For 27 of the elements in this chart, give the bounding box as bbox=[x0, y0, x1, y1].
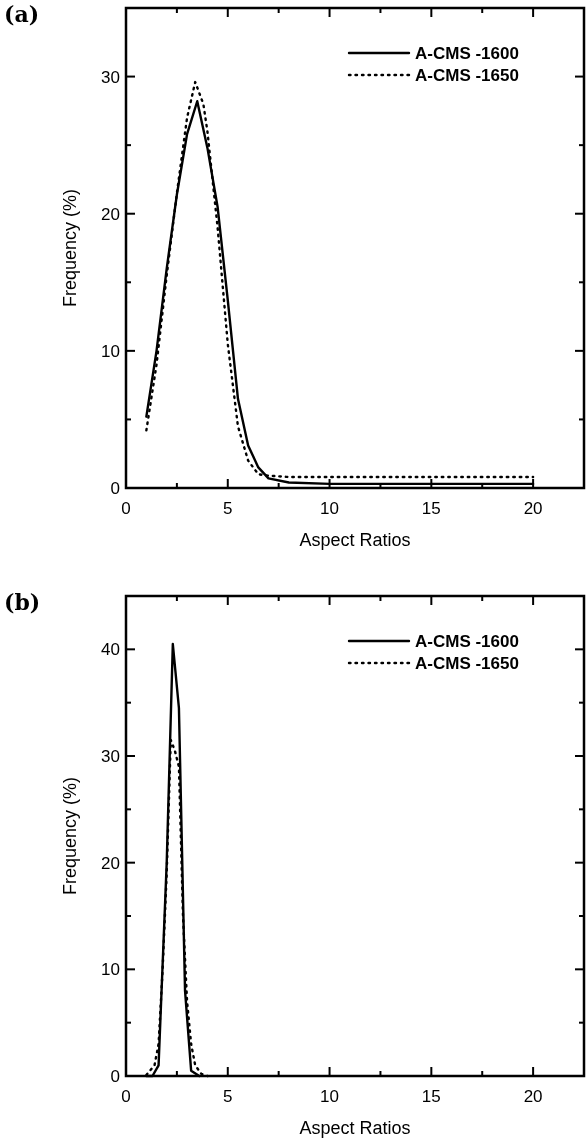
legend-label: A-CMS -1650 bbox=[415, 66, 519, 85]
x-tick-label: 5 bbox=[223, 499, 233, 518]
y-axis-title: Frequency (%) bbox=[60, 776, 80, 896]
legend-label: A-CMS -1650 bbox=[415, 654, 519, 673]
x-axis-title: Aspect Ratios bbox=[299, 530, 411, 550]
x-tick-label: 15 bbox=[421, 499, 441, 518]
legend-label: A-CMS -1600 bbox=[415, 44, 519, 63]
x-axis-title: Aspect Ratios bbox=[299, 1118, 411, 1138]
x-tick-label: 5 bbox=[223, 1087, 233, 1106]
y-tick-label: 10 bbox=[101, 341, 120, 361]
y-tick-label: 30 bbox=[101, 67, 120, 87]
y-axis-title: Frequency (%) bbox=[60, 188, 80, 308]
x-tick-label: 15 bbox=[421, 1087, 441, 1106]
y-tick-label: 20 bbox=[101, 204, 120, 224]
x-tick-label: 20 bbox=[523, 1087, 543, 1106]
y-tick-label: 0 bbox=[110, 479, 120, 498]
x-tick-label: 10 bbox=[320, 499, 340, 518]
y-tick-label: 10 bbox=[101, 960, 120, 980]
y-tick-label: 0 bbox=[110, 1067, 120, 1086]
chart-title: (a) bbox=[4, 1, 40, 27]
x-tick-label: 10 bbox=[320, 1087, 340, 1106]
y-tick-label: 20 bbox=[101, 853, 120, 873]
x-tick-label: 20 bbox=[523, 499, 543, 518]
y-tick-label: 30 bbox=[101, 747, 120, 766]
y-tick-label: 40 bbox=[101, 640, 120, 660]
chart-title: (b) bbox=[4, 589, 41, 615]
legend-label: A-CMS -1600 bbox=[415, 632, 519, 651]
